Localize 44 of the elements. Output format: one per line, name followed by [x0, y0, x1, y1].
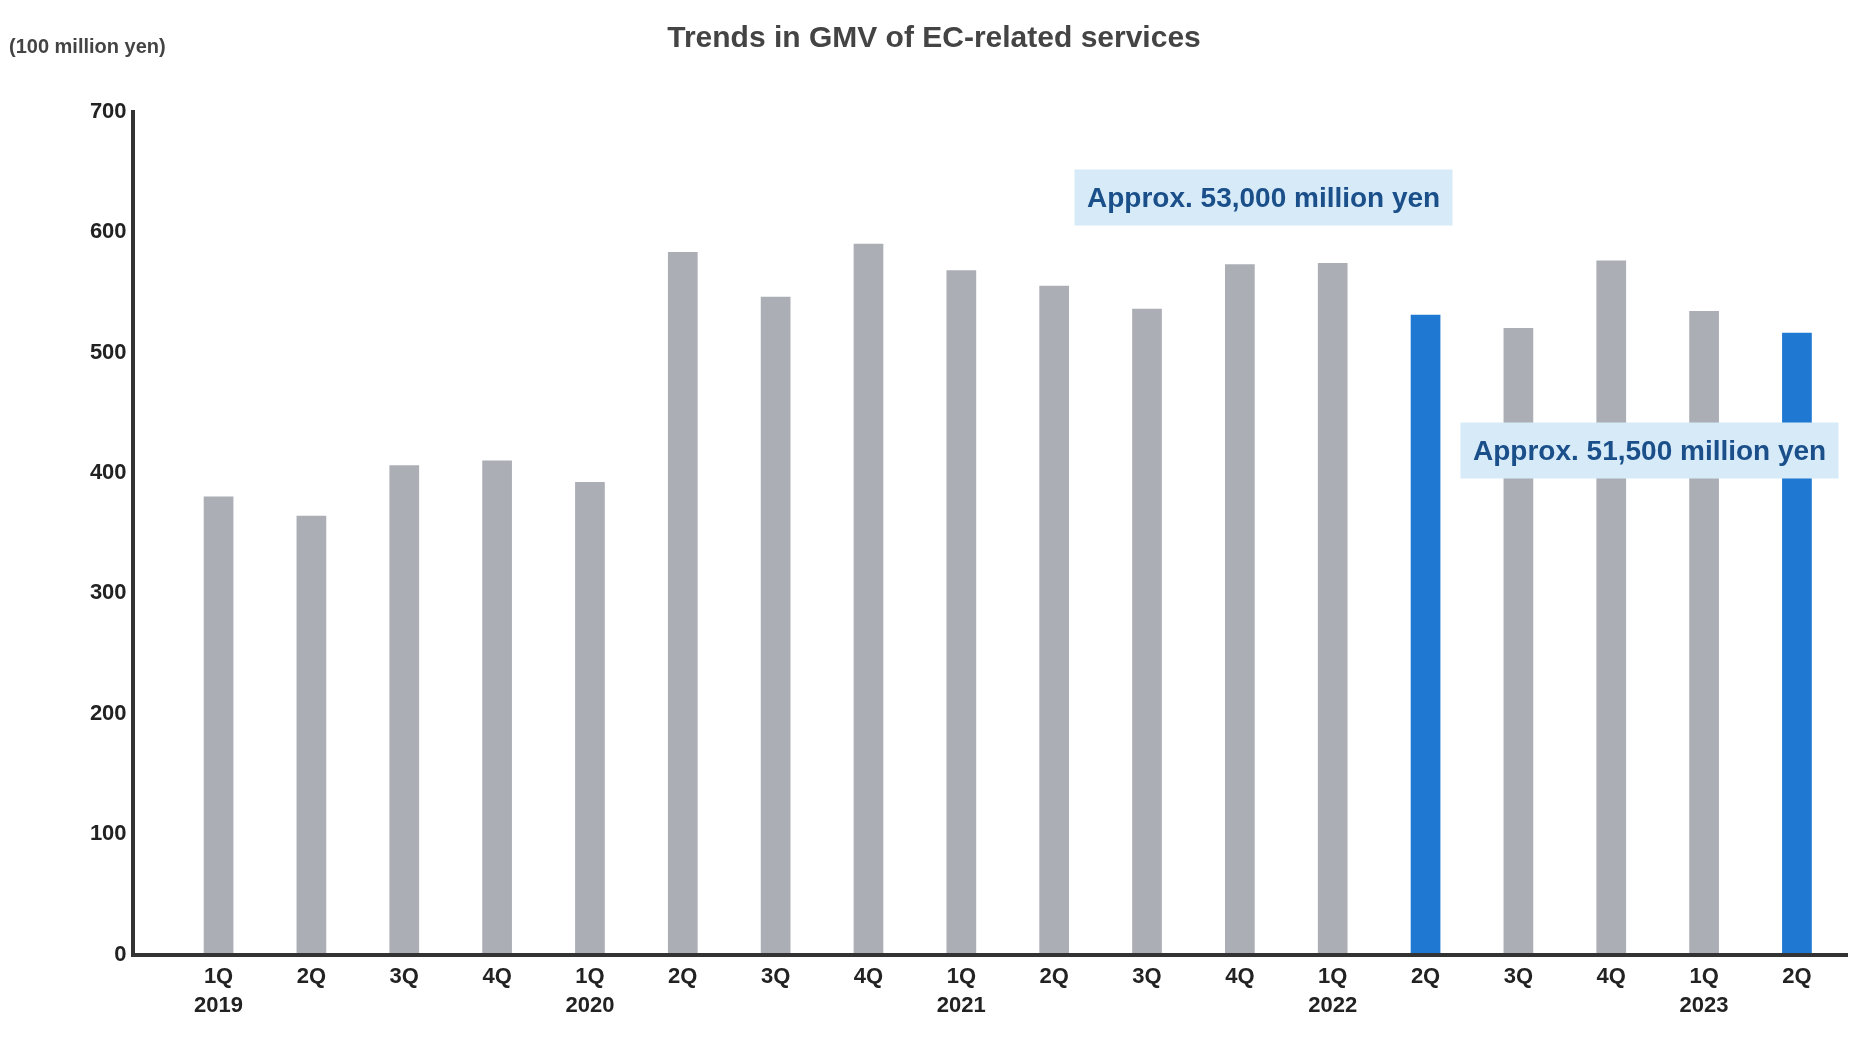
y-tick-label: 400 — [89, 458, 127, 484]
x-tick-label: 4Q — [853, 963, 884, 989]
x-tick-label: 4Q — [1225, 963, 1255, 989]
bar — [203, 496, 234, 953]
x-tick-label: 4Q — [1596, 963, 1626, 989]
annotation: Approx. 51,500 million yen — [1473, 435, 1827, 466]
x-tick-label: 2Q — [668, 963, 698, 989]
x-tick-label: 3Q — [1503, 963, 1534, 989]
bar — [1132, 308, 1162, 953]
bar — [853, 243, 884, 953]
x-tick-label: 1Q 2023 — [1679, 963, 1729, 1017]
bar — [575, 482, 605, 953]
y-tick-label: 300 — [89, 579, 127, 605]
x-tick-label: 1Q 2021 — [936, 963, 986, 1017]
bar — [1225, 264, 1255, 953]
bar — [667, 252, 698, 953]
x-tick-label: 2Q — [1039, 963, 1069, 989]
x-tick-label: 1Q 2020 — [565, 963, 615, 1017]
y-tick-label: 700 — [89, 97, 127, 123]
x-tick-label: 3Q — [389, 963, 419, 989]
x-tick-label: 4Q — [482, 963, 512, 989]
x-tick-label: 2Q — [296, 963, 327, 989]
y-tick-label: 600 — [89, 218, 127, 244]
y-tick-label: 100 — [89, 820, 127, 846]
x-tick-label: 2Q — [1782, 963, 1812, 989]
chart-title: Trends in GMV of EC-related services — [667, 20, 1201, 54]
y-tick-label: 0 — [114, 940, 127, 966]
y-axis-title: (100 million yen) — [9, 35, 166, 57]
y-tick-label: 200 — [89, 699, 127, 725]
bar — [389, 465, 420, 953]
bar — [1039, 285, 1070, 953]
y-tick-label: 500 — [89, 338, 127, 364]
x-tick-label: 1Q 2022 — [1308, 963, 1358, 1017]
bar — [1317, 262, 1348, 953]
x-tick-label: 2Q — [1410, 963, 1441, 989]
x-tick-label: 1Q 2019 — [194, 963, 244, 1017]
bar — [1410, 314, 1441, 953]
bar — [296, 515, 327, 953]
bar — [946, 270, 977, 953]
x-tick-label: 3Q — [760, 963, 791, 989]
bar — [482, 460, 512, 953]
x-tick-label: 3Q — [1132, 963, 1162, 989]
annotation: Approx. 53,000 million yen — [1087, 182, 1441, 213]
bar — [760, 296, 791, 953]
